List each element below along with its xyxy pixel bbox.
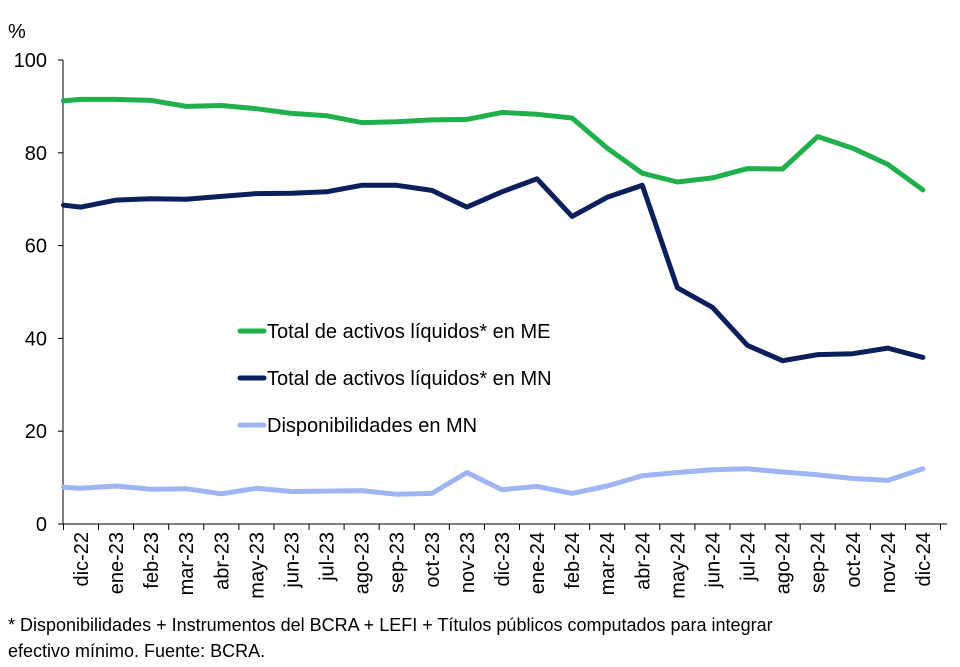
x-tick-label: ago-23 xyxy=(352,532,374,594)
series-line-2 xyxy=(61,176,926,364)
x-tick-label: feb-23 xyxy=(141,532,163,589)
y-tick-label: 0 xyxy=(36,514,47,536)
x-tick-label: jun-24 xyxy=(702,532,724,589)
x-tick-label: nov-24 xyxy=(878,532,900,593)
legend-label-3: Disponibilidades en MN xyxy=(267,415,477,437)
x-tick-label: nov-23 xyxy=(457,532,479,593)
x-tick-label: jul-23 xyxy=(317,532,339,582)
x-tick-label: sep-24 xyxy=(808,532,830,593)
footnote: * Disponibilidades + Instrumentos del BC… xyxy=(8,612,948,664)
legend-label-2: Total de activos líquidos* en MN xyxy=(267,368,552,390)
chart-legend: Total de activos líquidos* en ME Total de… xyxy=(237,321,552,437)
x-tick-label: oct-23 xyxy=(422,532,444,588)
y-tick-label: 60 xyxy=(25,236,47,258)
series-line-1 xyxy=(61,96,926,193)
chart-series xyxy=(61,96,926,497)
x-tick-label: jul-24 xyxy=(738,532,760,582)
footnote-line-2: efectivo mínimo. Fuente: BCRA. xyxy=(8,641,266,661)
x-tick-label: mar-24 xyxy=(597,532,619,595)
x-tick-label: ago-24 xyxy=(773,532,795,594)
x-tick-label: ene-23 xyxy=(106,532,128,594)
y-tick-label: 100 xyxy=(14,50,47,72)
x-tick-label: feb-24 xyxy=(562,532,584,589)
x-tick-label: jun-23 xyxy=(281,532,303,589)
series-line-3 xyxy=(61,466,926,497)
x-tick-label: oct-24 xyxy=(843,532,865,588)
x-tick-label: abr-24 xyxy=(632,532,654,590)
chart-axes: % 0 20 40 60 80 100 dic-22 ene-23 feb-23 mar-23 abr… xyxy=(8,21,947,599)
x-tick-label: dic-22 xyxy=(71,532,93,586)
line-chart: % 0 20 40 60 80 100 dic-22 ene-23 feb-23 mar-23 abr… xyxy=(8,21,947,599)
x-tick-label: may-24 xyxy=(667,532,689,599)
x-tick-label: mar-23 xyxy=(176,532,198,595)
x-tick-label: dic-24 xyxy=(913,532,935,586)
y-tick-label: 20 xyxy=(25,421,47,443)
y-unit-label: % xyxy=(8,21,26,43)
x-tick-label: dic-23 xyxy=(492,532,514,586)
x-tick-label: may-23 xyxy=(246,532,268,599)
x-tick-label: ene-24 xyxy=(527,532,549,594)
x-tick-label: sep-23 xyxy=(387,532,409,593)
x-tick-label: abr-23 xyxy=(211,532,233,590)
y-tick-label: 80 xyxy=(25,143,47,165)
legend-label-1: Total de activos líquidos* en ME xyxy=(267,321,551,343)
y-tick-label: 40 xyxy=(25,328,47,350)
footnote-line-1: * Disponibilidades + Instrumentos del BC… xyxy=(8,615,773,635)
